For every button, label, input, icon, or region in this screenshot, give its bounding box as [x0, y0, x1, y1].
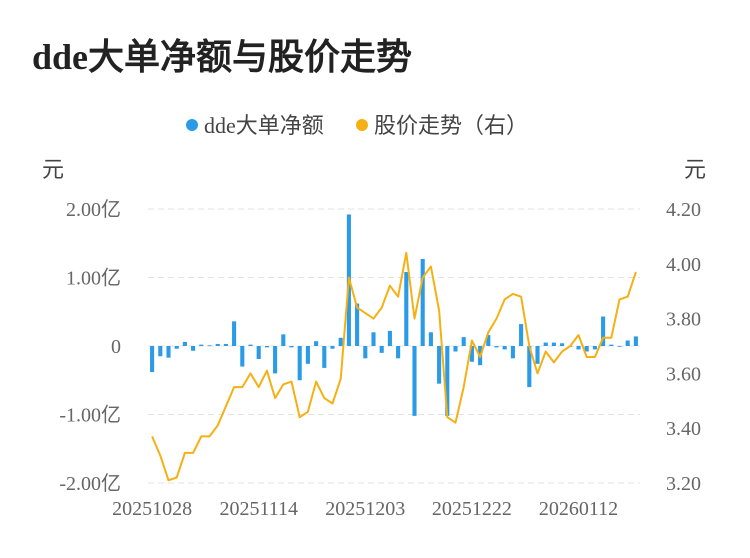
dde-bar	[223, 343, 228, 346]
dde-bar	[633, 336, 638, 346]
right-tick-label: 3.20	[666, 473, 701, 495]
left-tick-label: -1.00亿	[59, 404, 121, 427]
left-tick-label: 0	[111, 336, 121, 358]
dde-bar	[314, 341, 319, 346]
dde-bar	[601, 316, 606, 346]
dde-bar	[543, 342, 548, 346]
dde-bar	[150, 346, 155, 373]
right-tick-label: 3.60	[666, 363, 701, 385]
dde-bar	[445, 346, 450, 416]
left-tick-label: -2.00亿	[59, 472, 121, 495]
right-tick-label: 4.20	[666, 199, 701, 221]
x-tick-label: 20251222	[432, 498, 512, 520]
dde-bar	[379, 346, 384, 353]
dde-bar	[387, 330, 392, 346]
dde-bar	[281, 334, 286, 346]
dde-bar	[469, 346, 474, 362]
right-axis-unit: 元	[684, 157, 706, 182]
legend-dde-marker	[186, 119, 198, 131]
dde-bar	[609, 344, 614, 346]
dde-bar	[305, 346, 310, 364]
left-tick-label: 1.00亿	[66, 267, 121, 290]
dde-bar	[191, 346, 196, 351]
dde-bar	[453, 346, 458, 352]
dde-bar	[527, 346, 532, 388]
dde-bar	[273, 346, 278, 374]
dde-bar	[502, 346, 507, 350]
dde-bar	[207, 345, 212, 347]
dde-bar	[240, 346, 245, 367]
price-line	[151, 251, 637, 482]
dde-bar	[371, 332, 376, 346]
dde-bar	[174, 346, 179, 349]
dde-bar	[560, 343, 565, 346]
page-title: dde大单净额与股价走势	[32, 37, 413, 77]
dde-bar	[199, 344, 204, 346]
dde-bar	[428, 332, 433, 346]
legend-price-marker	[356, 119, 368, 131]
x-tick-label: 20251203	[325, 498, 405, 520]
dde-bar	[412, 346, 417, 416]
dde-bar	[592, 346, 597, 350]
dde-bar	[256, 346, 261, 360]
dde-bar	[494, 346, 499, 348]
dde-bar	[486, 335, 491, 346]
dde-bar	[289, 346, 294, 348]
dde-bar	[420, 259, 425, 346]
dde-bar	[437, 346, 442, 384]
dde-bar	[625, 340, 630, 346]
left-tick-label: 2.00亿	[66, 198, 121, 221]
dde-bar	[182, 341, 187, 346]
x-tick-label: 20251028	[112, 498, 192, 520]
x-tick-label: 20260112	[539, 498, 618, 520]
dde-bar	[355, 303, 360, 346]
dde-bar	[396, 346, 401, 359]
right-tick-label: 3.40	[666, 418, 701, 440]
dde-bar	[404, 272, 409, 346]
dde-bar	[330, 346, 335, 349]
dde-bar	[264, 346, 269, 348]
dde-bar	[215, 343, 220, 346]
dde-bar	[297, 346, 302, 381]
dde-bar	[617, 346, 622, 347]
legend-dde-label: dde大单净额	[204, 113, 324, 138]
legend-price-label: 股价走势（右）	[374, 113, 528, 138]
dde-bar	[232, 321, 237, 346]
dde-bar	[535, 346, 540, 364]
dde-bar	[338, 337, 343, 346]
left-axis-unit: 元	[42, 157, 64, 182]
dde-bar	[158, 346, 163, 357]
right-tick-label: 4.00	[666, 254, 701, 276]
dde-bar	[363, 346, 368, 359]
dde-bar	[584, 346, 589, 352]
dde-bar	[166, 346, 171, 358]
dde-bar	[510, 346, 515, 359]
dde-bar	[322, 346, 327, 368]
dde-bar	[551, 342, 556, 346]
right-tick-label: 3.80	[666, 309, 701, 331]
dde-bar	[248, 344, 253, 346]
x-tick-label: 20251114	[219, 498, 298, 520]
dde-bar	[519, 324, 524, 346]
dde-bar	[576, 346, 581, 350]
dde-bar	[461, 337, 466, 346]
